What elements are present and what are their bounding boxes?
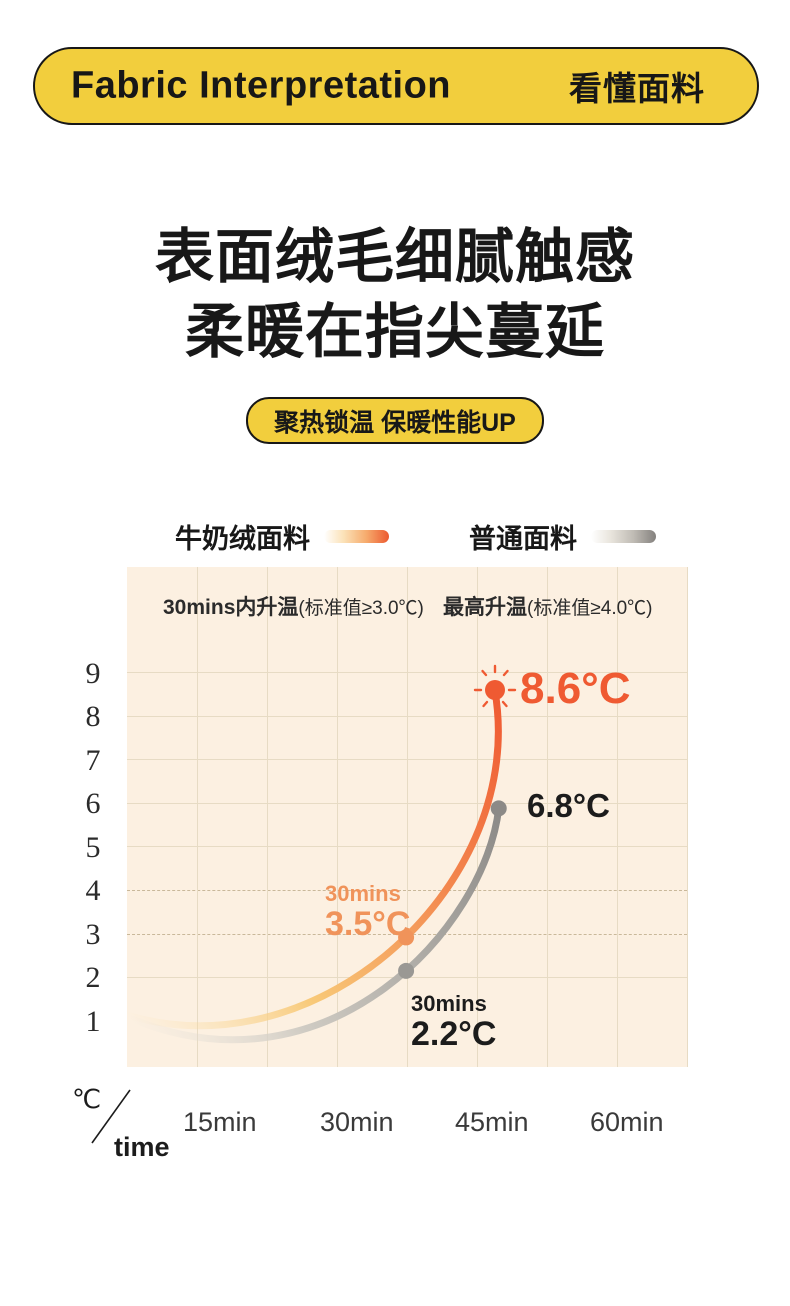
svg-text:℃: ℃ (72, 1084, 101, 1114)
svg-text:time: time (114, 1132, 170, 1162)
